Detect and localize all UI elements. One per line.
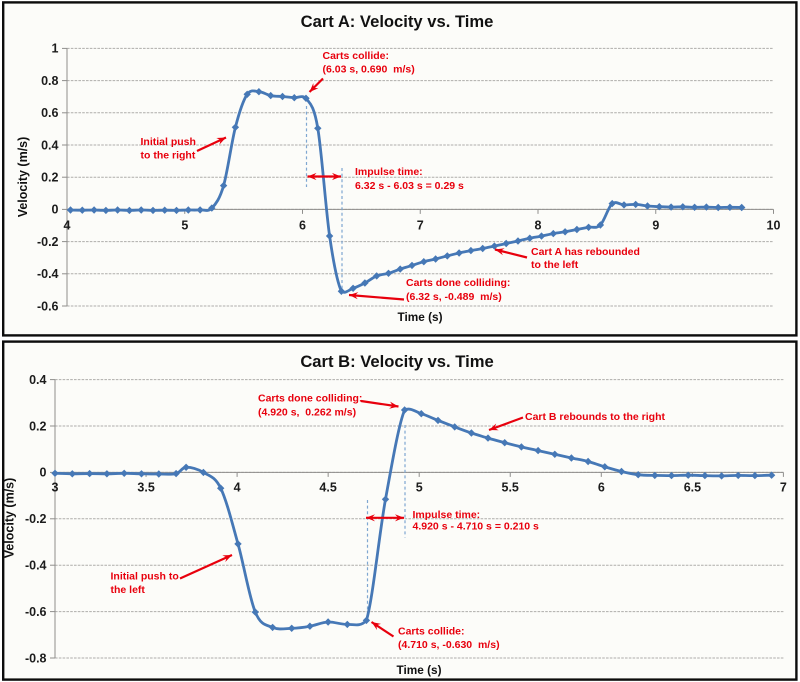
svg-text:0.2: 0.2: [41, 171, 58, 185]
svg-text:Impulse time:: Impulse time:: [355, 166, 423, 178]
svg-text:to the right: to the right: [141, 150, 196, 162]
svg-text:1: 1: [52, 42, 59, 56]
svg-text:5: 5: [181, 219, 188, 233]
svg-text:6: 6: [598, 481, 605, 495]
svg-text:to the left: to the left: [531, 259, 579, 271]
svg-text:7: 7: [417, 219, 424, 233]
svg-text:0.2: 0.2: [29, 419, 46, 433]
svg-text:8: 8: [535, 219, 542, 233]
svg-text:-0.8: -0.8: [25, 651, 47, 665]
svg-text:Carts collide:: Carts collide:: [398, 626, 465, 638]
svg-text:6.5: 6.5: [684, 481, 701, 495]
svg-text:Carts collide:: Carts collide:: [323, 50, 390, 62]
svg-text:Cart A has rebounded: Cart A has rebounded: [531, 246, 640, 258]
svg-text:5: 5: [416, 481, 423, 495]
svg-text:3.5: 3.5: [137, 481, 154, 495]
svg-text:0.6: 0.6: [41, 106, 58, 120]
svg-text:Impulse time:: Impulse time:: [413, 509, 481, 521]
svg-text:6: 6: [299, 219, 306, 233]
svg-text:-0.4: -0.4: [25, 559, 47, 573]
svg-text:Velocity (m/s): Velocity (m/s): [16, 137, 30, 218]
svg-text:4.5: 4.5: [319, 481, 336, 495]
svg-text:Time (s): Time (s): [397, 310, 442, 324]
svg-text:5.5: 5.5: [502, 481, 519, 495]
svg-text:(4.920 s, 0.262 m/s): (4.920 s, 0.262 m/s): [258, 407, 356, 419]
svg-text:10: 10: [767, 219, 781, 233]
svg-text:-0.2: -0.2: [37, 235, 59, 249]
svg-text:4.920 s - 4.710 s = 0.210 s: 4.920 s - 4.710 s = 0.210 s: [413, 521, 540, 533]
svg-text:7: 7: [780, 481, 787, 495]
svg-text:Velocity (m/s): Velocity (m/s): [3, 478, 17, 559]
svg-text:Carts done colliding:: Carts done colliding:: [258, 393, 362, 405]
svg-text:6.32 s - 6.03 s = 0.29 s: 6.32 s - 6.03 s = 0.29 s: [355, 180, 464, 192]
svg-text:-0.4: -0.4: [37, 267, 59, 281]
svg-text:0: 0: [52, 203, 59, 217]
svg-text:-0.6: -0.6: [37, 299, 59, 313]
svg-text:Initial push to: Initial push to: [111, 571, 179, 583]
svg-text:Cart B: Velocity vs. Time: Cart B: Velocity vs. Time: [300, 352, 493, 371]
svg-text:Carts done colliding:: Carts done colliding:: [406, 277, 510, 289]
svg-text:0.8: 0.8: [41, 74, 58, 88]
svg-text:4: 4: [234, 481, 241, 495]
svg-text:4: 4: [64, 219, 71, 233]
svg-text:(6.03 s, 0.690 m/s): (6.03 s, 0.690 m/s): [323, 64, 415, 76]
svg-text:Initial push: Initial push: [141, 136, 196, 148]
svg-text:Cart A: Velocity vs. Time: Cart A: Velocity vs. Time: [301, 12, 494, 31]
svg-text:Time (s): Time (s): [396, 663, 441, 677]
svg-text:0.4: 0.4: [41, 138, 58, 152]
svg-text:9: 9: [652, 219, 659, 233]
svg-text:0: 0: [40, 466, 47, 480]
svg-text:the left: the left: [111, 584, 146, 596]
svg-text:(4.710 s, -0.630 m/s): (4.710 s, -0.630 m/s): [398, 639, 500, 651]
svg-text:-0.2: -0.2: [25, 512, 47, 526]
svg-text:Cart B rebounds to the right: Cart B rebounds to the right: [525, 411, 666, 423]
svg-text:(6.32 s, -0.489 m/s): (6.32 s, -0.489 m/s): [406, 291, 502, 303]
svg-text:3: 3: [52, 481, 59, 495]
svg-text:-0.6: -0.6: [25, 605, 47, 619]
svg-text:0.4: 0.4: [29, 373, 46, 387]
